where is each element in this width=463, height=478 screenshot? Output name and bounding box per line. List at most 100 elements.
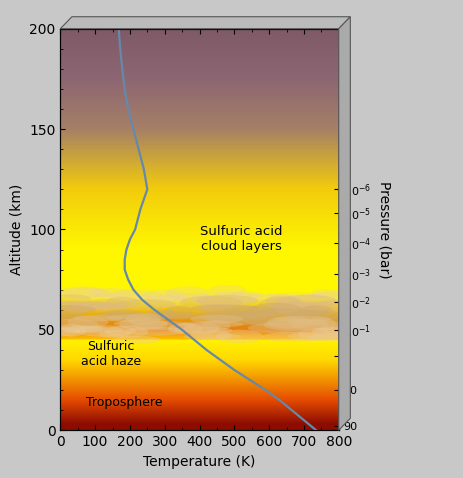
Ellipse shape [124,327,187,336]
Ellipse shape [287,319,328,326]
Ellipse shape [214,293,259,298]
Ellipse shape [74,325,136,337]
Ellipse shape [297,328,352,340]
Ellipse shape [92,312,136,319]
Ellipse shape [58,326,124,333]
Ellipse shape [224,306,277,314]
Ellipse shape [264,293,327,300]
Ellipse shape [286,311,332,318]
Ellipse shape [38,302,86,308]
Ellipse shape [168,323,203,334]
Ellipse shape [258,297,305,310]
Ellipse shape [228,291,264,301]
Ellipse shape [117,299,175,309]
Ellipse shape [311,289,341,298]
Ellipse shape [191,292,259,306]
Ellipse shape [119,317,168,330]
Ellipse shape [113,336,160,344]
Text: Troposphere: Troposphere [86,396,163,409]
Ellipse shape [267,302,323,314]
Ellipse shape [106,290,163,302]
Ellipse shape [30,305,96,315]
Ellipse shape [290,320,348,331]
Ellipse shape [248,294,300,302]
Ellipse shape [261,332,322,342]
Ellipse shape [313,300,349,313]
Ellipse shape [69,325,103,332]
Ellipse shape [270,305,299,314]
Ellipse shape [190,315,243,324]
X-axis label: Temperature (K): Temperature (K) [143,455,255,468]
Ellipse shape [258,308,317,316]
Ellipse shape [163,305,193,320]
Ellipse shape [290,302,336,313]
Ellipse shape [267,316,311,329]
Ellipse shape [182,333,241,339]
Ellipse shape [142,290,185,303]
Ellipse shape [158,293,213,302]
Ellipse shape [276,295,337,308]
Ellipse shape [113,320,168,328]
Ellipse shape [189,330,232,340]
Ellipse shape [307,292,356,299]
Ellipse shape [125,313,160,325]
Ellipse shape [83,299,129,311]
Ellipse shape [99,330,131,338]
Ellipse shape [299,305,332,315]
Ellipse shape [200,320,230,332]
Ellipse shape [78,302,119,310]
Ellipse shape [208,311,277,325]
Ellipse shape [56,324,86,337]
Ellipse shape [263,318,328,331]
Ellipse shape [105,297,140,309]
Y-axis label: Pressure (bar): Pressure (bar) [377,181,391,278]
Ellipse shape [240,312,299,326]
Ellipse shape [48,318,99,332]
Text: Sulfuric acid
cloud layers: Sulfuric acid cloud layers [200,226,282,253]
Ellipse shape [288,294,338,306]
Ellipse shape [198,304,227,312]
Text: Sulfuric
acid haze: Sulfuric acid haze [81,340,141,368]
Ellipse shape [237,310,270,319]
Ellipse shape [61,287,111,299]
Ellipse shape [307,317,335,331]
Ellipse shape [68,316,108,328]
Ellipse shape [215,329,263,343]
Ellipse shape [45,327,80,336]
Ellipse shape [173,327,232,334]
Ellipse shape [180,295,242,309]
Ellipse shape [285,316,341,323]
Ellipse shape [58,286,105,298]
Ellipse shape [47,313,87,320]
Ellipse shape [183,322,220,335]
Ellipse shape [247,323,309,334]
Ellipse shape [273,316,331,323]
Ellipse shape [63,303,92,313]
Ellipse shape [319,323,349,335]
Ellipse shape [311,326,359,338]
Ellipse shape [49,301,110,310]
Ellipse shape [68,304,124,311]
Ellipse shape [143,310,178,320]
Ellipse shape [105,309,144,319]
Y-axis label: Altitude (km): Altitude (km) [10,184,24,275]
Ellipse shape [41,326,108,333]
Ellipse shape [309,333,347,340]
Ellipse shape [248,303,301,316]
Ellipse shape [180,312,238,320]
Ellipse shape [52,294,91,304]
Ellipse shape [178,321,244,327]
Ellipse shape [273,303,323,315]
Ellipse shape [119,314,172,320]
Ellipse shape [208,285,246,295]
Ellipse shape [196,295,258,307]
Ellipse shape [105,326,148,338]
Ellipse shape [288,331,352,341]
Ellipse shape [106,315,150,322]
Ellipse shape [190,304,259,313]
Ellipse shape [264,295,299,307]
Ellipse shape [131,321,195,330]
Ellipse shape [146,294,186,307]
Ellipse shape [200,310,256,322]
Ellipse shape [165,286,210,300]
